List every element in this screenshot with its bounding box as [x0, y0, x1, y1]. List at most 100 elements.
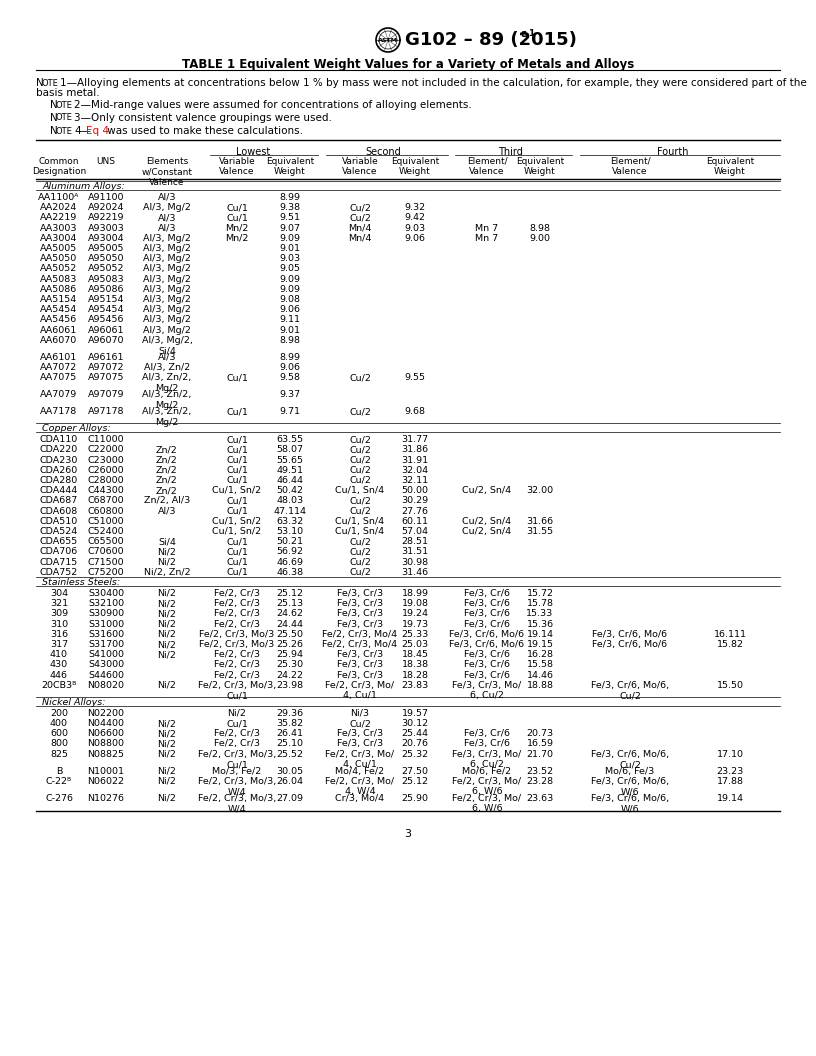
Text: ASTM: ASTM	[378, 38, 398, 42]
Text: Fe/3, Cr/6, Mo/6,
W/6: Fe/3, Cr/6, Mo/6, W/6	[591, 794, 669, 813]
Text: Al/3, Mg/2: Al/3, Mg/2	[143, 254, 191, 263]
Text: Lowest: Lowest	[236, 147, 270, 157]
Text: Cu/1: Cu/1	[226, 446, 248, 454]
Text: C51000: C51000	[87, 516, 124, 526]
Text: 20.76: 20.76	[401, 739, 428, 749]
Text: 26.41: 26.41	[277, 730, 304, 738]
Text: Fe/3, Cr/3: Fe/3, Cr/3	[337, 620, 383, 628]
Text: 25.94: 25.94	[277, 650, 304, 659]
Text: Cu/2: Cu/2	[349, 507, 371, 515]
Text: Cu/1: Cu/1	[226, 408, 248, 416]
Text: 55.65: 55.65	[277, 455, 304, 465]
Text: Fe/3, Cr/6, Mo/6,
Cu/2: Fe/3, Cr/6, Mo/6, Cu/2	[591, 681, 669, 700]
Text: Second: Second	[365, 147, 401, 157]
Text: Fourth: Fourth	[657, 147, 689, 157]
Text: 31.46: 31.46	[401, 568, 428, 577]
Text: N06022: N06022	[87, 777, 125, 786]
Text: Fe/2, Cr/3, Mo/3,
W/4: Fe/2, Cr/3, Mo/3, W/4	[197, 794, 276, 813]
Text: 27.50: 27.50	[401, 767, 428, 775]
Text: 25.33: 25.33	[401, 629, 428, 639]
Text: Cu/1: Cu/1	[226, 507, 248, 515]
Text: 48.03: 48.03	[277, 496, 304, 506]
Text: 30.05: 30.05	[277, 767, 304, 775]
Text: Ni/2: Ni/2	[157, 730, 176, 738]
Text: 30.29: 30.29	[401, 496, 428, 506]
Text: A93003: A93003	[87, 224, 124, 232]
Text: AA2024: AA2024	[40, 203, 78, 212]
Text: Fe/3, Cr/3: Fe/3, Cr/3	[337, 650, 383, 659]
Text: Cu/1: Cu/1	[226, 496, 248, 506]
Text: TABLE 1 Equivalent Weight Values for a Variety of Metals and Alloys: TABLE 1 Equivalent Weight Values for a V…	[182, 58, 634, 71]
Text: AA5456: AA5456	[40, 316, 78, 324]
Text: Cu/1: Cu/1	[226, 476, 248, 485]
Text: S30900: S30900	[88, 609, 124, 619]
Text: N08800: N08800	[87, 739, 125, 749]
Text: Cu/1: Cu/1	[226, 203, 248, 212]
Text: Cu/2: Cu/2	[349, 466, 371, 475]
Text: AA7178: AA7178	[40, 408, 78, 416]
Text: Fe/2, Cr/3: Fe/2, Cr/3	[214, 620, 260, 628]
Text: 1—Alloying elements at concentrations below 1 % by mass were not included in the: 1—Alloying elements at concentrations be…	[60, 78, 807, 88]
Text: 304: 304	[50, 589, 68, 598]
Text: Cu/1: Cu/1	[226, 547, 248, 557]
Text: 9.07: 9.07	[280, 224, 300, 232]
Text: Cu/2, Sn/4: Cu/2, Sn/4	[463, 516, 512, 526]
Text: 9.71: 9.71	[280, 408, 300, 416]
Text: 8.99: 8.99	[280, 353, 300, 362]
Text: Mn/4: Mn/4	[348, 233, 371, 243]
Text: 53.10: 53.10	[277, 527, 304, 536]
Text: 26.04: 26.04	[277, 777, 304, 786]
Text: 3: 3	[405, 829, 411, 838]
Text: A95154: A95154	[88, 295, 124, 304]
Text: 9.09: 9.09	[280, 285, 300, 294]
Text: Al/3, Mg/2: Al/3, Mg/2	[143, 295, 191, 304]
Text: 21.70: 21.70	[526, 750, 553, 758]
Text: Cu/1: Cu/1	[226, 568, 248, 577]
Text: AA6070: AA6070	[40, 336, 78, 345]
Text: 9.09: 9.09	[280, 275, 300, 284]
Text: OTE: OTE	[42, 78, 59, 88]
Text: N: N	[50, 113, 58, 122]
Text: CDA510: CDA510	[40, 516, 78, 526]
Text: S31700: S31700	[88, 640, 124, 649]
Text: OTE: OTE	[55, 127, 73, 135]
Text: Cr/3, Mo/4: Cr/3, Mo/4	[335, 794, 384, 803]
Text: Fe/3, Cr/3: Fe/3, Cr/3	[337, 739, 383, 749]
Text: Fe/2, Cr/3, Mo/
4, Cu/1: Fe/2, Cr/3, Mo/ 4, Cu/1	[326, 681, 395, 700]
Text: CDA230: CDA230	[40, 455, 78, 465]
Text: Cu/1: Cu/1	[226, 373, 248, 382]
Text: A96161: A96161	[88, 353, 124, 362]
Text: 32.04: 32.04	[401, 466, 428, 475]
Text: G102 – 89 (2015): G102 – 89 (2015)	[405, 31, 577, 49]
Text: 63.55: 63.55	[277, 435, 304, 445]
Text: Fe/3, Cr/6, Mo/6,
W/6: Fe/3, Cr/6, Mo/6, W/6	[591, 777, 669, 796]
Text: C71500: C71500	[87, 558, 124, 567]
Text: Al/3: Al/3	[157, 507, 176, 515]
Text: 19.14: 19.14	[716, 794, 743, 803]
Text: Cu/2: Cu/2	[349, 446, 371, 454]
Text: 50.42: 50.42	[277, 486, 304, 495]
Text: Fe/3, Cr/6, Mo/6: Fe/3, Cr/6, Mo/6	[592, 629, 667, 639]
Text: Al/3, Mg/2: Al/3, Mg/2	[143, 285, 191, 294]
Text: AA5083: AA5083	[40, 275, 78, 284]
Text: Common
Designation: Common Designation	[32, 157, 86, 176]
Text: 28.51: 28.51	[401, 538, 428, 546]
Text: 9.38: 9.38	[279, 203, 300, 212]
Text: N08825: N08825	[87, 750, 125, 758]
Text: 18.88: 18.88	[526, 681, 553, 690]
Text: Cu/2: Cu/2	[349, 203, 371, 212]
Text: 321: 321	[50, 599, 68, 608]
Text: Mn 7: Mn 7	[476, 224, 499, 232]
Text: Cu/2: Cu/2	[349, 719, 371, 728]
Text: 8.98: 8.98	[530, 224, 551, 232]
Text: C23000: C23000	[87, 455, 124, 465]
Text: 56.92: 56.92	[277, 547, 304, 557]
Text: 27.76: 27.76	[401, 507, 428, 515]
Text: Element/
Valence: Element/ Valence	[610, 157, 650, 176]
Text: Cu/1: Cu/1	[226, 455, 248, 465]
Text: Zn/2: Zn/2	[156, 476, 178, 485]
Text: S31000: S31000	[88, 620, 124, 628]
Text: Ni/2: Ni/2	[157, 767, 176, 775]
Text: Fe/2, Cr/3, Mo/3: Fe/2, Cr/3, Mo/3	[199, 629, 275, 639]
Text: 600: 600	[50, 730, 68, 738]
